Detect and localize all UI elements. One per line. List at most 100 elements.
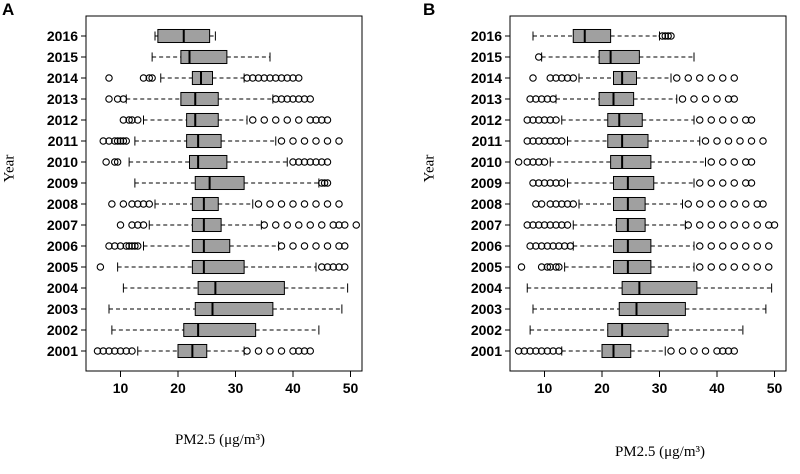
outlier-point bbox=[540, 221, 549, 229]
outlier-point bbox=[695, 116, 704, 124]
outlier-point bbox=[552, 116, 560, 124]
outlier-point bbox=[323, 263, 332, 271]
panel-label-b: B bbox=[423, 0, 436, 19]
box-2004 bbox=[526, 280, 773, 296]
outlier-point bbox=[289, 347, 297, 355]
outlier-point bbox=[764, 242, 773, 250]
outlier-point bbox=[271, 116, 280, 124]
outlier-point bbox=[549, 242, 557, 250]
outlier-point bbox=[546, 137, 555, 145]
iqr-box bbox=[598, 91, 635, 107]
outlier-point bbox=[690, 347, 698, 355]
outlier-point bbox=[254, 347, 263, 355]
outlier-point bbox=[718, 179, 727, 187]
y-tick-label: 2003 bbox=[471, 301, 502, 317]
box-2012 bbox=[523, 112, 756, 128]
outlier-point bbox=[713, 137, 721, 145]
outlier-point bbox=[122, 137, 131, 145]
outlier-point bbox=[543, 95, 552, 103]
outlier-point bbox=[113, 137, 122, 145]
outlier-point bbox=[300, 137, 309, 145]
outlier-point bbox=[695, 263, 704, 271]
outlier-point bbox=[294, 347, 303, 355]
outlier-point bbox=[300, 347, 309, 355]
outlier-point bbox=[707, 74, 715, 82]
outlier-point bbox=[526, 242, 534, 250]
outlier-point bbox=[283, 95, 291, 103]
outlier-point bbox=[532, 242, 540, 250]
box-2006 bbox=[526, 238, 773, 254]
box-2016 bbox=[532, 28, 675, 44]
outlier-point bbox=[555, 347, 563, 355]
outlier-point bbox=[741, 158, 750, 166]
iqr-box bbox=[610, 154, 652, 170]
outlier-point bbox=[741, 179, 750, 187]
outlier-point bbox=[145, 200, 154, 208]
outlier-point bbox=[99, 347, 108, 355]
x-tick-label: 20 bbox=[594, 380, 610, 396]
outlier-point bbox=[317, 221, 326, 229]
box-2010 bbox=[514, 154, 756, 170]
outlier-point bbox=[128, 347, 136, 355]
outlier-point bbox=[329, 263, 337, 271]
y-tick-label: 2013 bbox=[471, 91, 502, 107]
y-tick-label: 2005 bbox=[47, 259, 78, 275]
outlier-point bbox=[747, 116, 756, 124]
outlier-point bbox=[134, 221, 142, 229]
outlier-point bbox=[312, 137, 320, 145]
x-tick-label: 30 bbox=[652, 380, 668, 396]
outlier-point bbox=[535, 116, 543, 124]
outlier-point bbox=[535, 53, 543, 61]
iqr-box bbox=[607, 322, 669, 338]
outlier-point bbox=[260, 74, 268, 82]
outlier-point bbox=[540, 158, 549, 166]
outlier-point bbox=[707, 242, 715, 250]
outlier-point bbox=[543, 242, 552, 250]
outlier-point bbox=[759, 137, 767, 145]
outlier-point bbox=[546, 74, 555, 82]
y-tick-label: 2014 bbox=[47, 70, 78, 86]
boxplot-chart-a: 10 20 30 40 50 2016 2015 2014 2013 2012 2011 2010 20… bbox=[47, 15, 363, 396]
outlier-point bbox=[537, 242, 546, 250]
outlier-point bbox=[563, 200, 572, 208]
iqr-box bbox=[607, 112, 643, 128]
outlier-point bbox=[323, 116, 332, 124]
iqr-box bbox=[197, 280, 285, 296]
y-tick-label: 2005 bbox=[471, 259, 502, 275]
outlier-point bbox=[119, 200, 128, 208]
outlier-point bbox=[134, 242, 142, 250]
x-tick-label: 50 bbox=[343, 380, 359, 396]
outlier-point bbox=[119, 116, 128, 124]
outlier-point bbox=[289, 200, 297, 208]
iqr-box bbox=[194, 175, 245, 191]
outlier-point bbox=[546, 221, 555, 229]
iqr-box bbox=[572, 28, 612, 44]
y-tick-label: 2015 bbox=[471, 49, 502, 65]
outlier-point bbox=[517, 263, 526, 271]
outlier-point bbox=[271, 95, 280, 103]
y-tick-label: 2001 bbox=[471, 343, 502, 359]
outlier-point bbox=[111, 347, 119, 355]
outlier-point bbox=[695, 179, 704, 187]
outlier-point bbox=[289, 137, 297, 145]
outlier-point bbox=[724, 95, 733, 103]
outlier-point bbox=[546, 116, 555, 124]
outlier-point bbox=[335, 263, 343, 271]
outlier-point bbox=[532, 95, 540, 103]
outlier-point bbox=[535, 158, 543, 166]
iqr-box bbox=[191, 259, 245, 275]
outlier-point bbox=[558, 74, 566, 82]
box-2015 bbox=[151, 49, 271, 65]
outlier-point bbox=[306, 347, 314, 355]
outlier-point bbox=[111, 137, 119, 145]
outlier-point bbox=[684, 74, 692, 82]
outlier-point bbox=[128, 116, 136, 124]
outlier-point bbox=[266, 347, 274, 355]
outlier-point bbox=[277, 242, 286, 250]
outlier-point bbox=[569, 200, 578, 208]
outlier-point bbox=[707, 221, 715, 229]
outlier-point bbox=[289, 95, 297, 103]
outlier-point bbox=[323, 137, 332, 145]
outlier-point bbox=[277, 95, 286, 103]
outlier-point bbox=[552, 221, 560, 229]
